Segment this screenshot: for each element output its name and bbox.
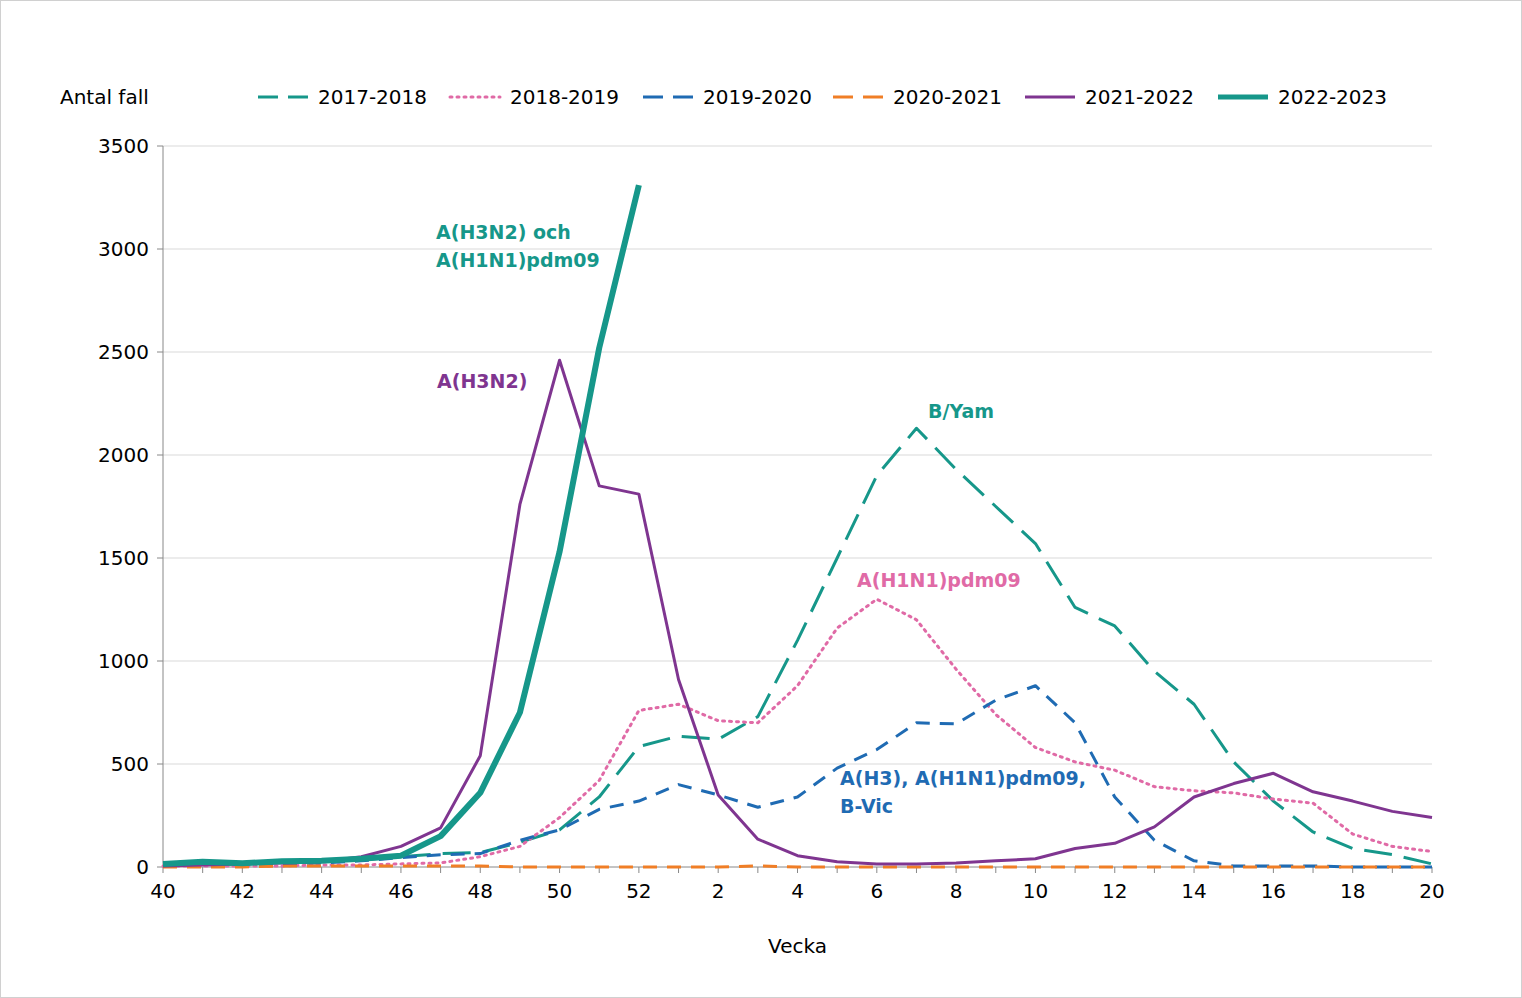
- x-tick-label: 46: [388, 879, 413, 903]
- x-tick-label: 18: [1340, 879, 1365, 903]
- y-tick-label: 3000: [98, 237, 149, 261]
- plot-area: [163, 185, 1432, 867]
- x-tick-label: 44: [309, 879, 334, 903]
- legend-swatch: [258, 96, 308, 99]
- x-tick-label: 10: [1023, 879, 1048, 903]
- x-tick: [400, 867, 401, 873]
- series-line: [163, 185, 639, 864]
- y-tick: [157, 661, 163, 662]
- grid-line: [163, 146, 1432, 147]
- series-line: [163, 866, 1432, 867]
- grid-line: [163, 352, 1432, 353]
- grid-line: [163, 661, 1432, 662]
- y-axis-label: Antal fall: [60, 85, 149, 109]
- y-tick-label: 3500: [98, 134, 149, 158]
- x-tick-label: 42: [230, 879, 255, 903]
- y-axis: [163, 146, 164, 867]
- legend-label: 2020-2021: [893, 85, 1002, 109]
- annotation: B-Vic: [840, 795, 893, 817]
- x-tick: [757, 867, 758, 873]
- chart: 0500100015002000250030003500404244464850…: [0, 0, 1522, 998]
- y-tick-label: 1000: [98, 649, 149, 673]
- x-tick: [1194, 867, 1195, 873]
- x-tick-label: 20: [1419, 879, 1444, 903]
- y-tick: [157, 558, 163, 559]
- x-tick: [440, 867, 441, 873]
- y-tick: [157, 146, 163, 147]
- x-tick-label: 8: [950, 879, 963, 903]
- x-tick: [638, 867, 639, 873]
- x-tick: [995, 867, 996, 873]
- x-tick-label: 6: [870, 879, 883, 903]
- y-tick: [157, 352, 163, 353]
- x-tick-label: 16: [1261, 879, 1286, 903]
- x-tick: [202, 867, 203, 873]
- series-line: [163, 428, 1432, 865]
- grid-line: [163, 764, 1432, 765]
- y-tick: [157, 249, 163, 250]
- y-tick-label: 2500: [98, 340, 149, 364]
- y-tick-label: 1500: [98, 546, 149, 570]
- legend-label: 2018-2019: [510, 85, 619, 109]
- x-tick: [1114, 867, 1115, 873]
- annotation: B/Yam: [928, 400, 994, 422]
- annotation: A(H1N1)pdm09: [857, 569, 1021, 591]
- x-tick-label: 12: [1102, 879, 1127, 903]
- x-tick-label: 48: [468, 879, 493, 903]
- legend-swatch: [1218, 95, 1268, 100]
- y-tick-label: 0: [136, 855, 149, 879]
- x-tick: [876, 867, 877, 873]
- series-line: [163, 360, 1432, 866]
- frame: [1, 1, 1522, 998]
- legend-swatch: [833, 96, 883, 99]
- x-tick-label: 40: [150, 879, 175, 903]
- legend-swatch: [1025, 96, 1075, 99]
- x-tick: [519, 867, 520, 873]
- legend-label: 2017-2018: [318, 85, 427, 109]
- grid-line: [163, 455, 1432, 456]
- x-tick-label: 52: [626, 879, 651, 903]
- x-tick: [281, 867, 282, 873]
- x-tick: [1313, 867, 1314, 873]
- x-tick-label: 50: [547, 879, 572, 903]
- x-tick-label: 4: [791, 879, 804, 903]
- annotation: A(H3N2) och: [436, 221, 571, 243]
- legend-label: 2022-2023: [1278, 85, 1387, 109]
- x-tick: [480, 867, 481, 873]
- grid-line: [163, 249, 1432, 250]
- x-tick: [1233, 867, 1234, 873]
- x-tick-label: 14: [1181, 879, 1206, 903]
- series-line: [163, 599, 1432, 866]
- annotation: A(H1N1)pdm09: [436, 249, 600, 271]
- y-tick-label: 2000: [98, 443, 149, 467]
- series-line: [163, 686, 1432, 867]
- legend-swatch: [450, 96, 500, 99]
- y-tick: [157, 764, 163, 765]
- x-tick: [361, 867, 362, 873]
- y-tick-label: 500: [111, 752, 149, 776]
- grid-line: [163, 558, 1432, 559]
- x-tick: [321, 867, 322, 873]
- y-tick: [157, 455, 163, 456]
- legend-label: 2019-2020: [703, 85, 812, 109]
- x-tick-label: 2: [712, 879, 725, 903]
- legend-swatch: [643, 96, 693, 99]
- legend-label: 2021-2022: [1085, 85, 1194, 109]
- x-axis-label: Vecka: [768, 934, 827, 958]
- annotation: A(H3N2): [437, 370, 527, 392]
- annotation: A(H3), A(H1N1)pdm09,: [840, 767, 1086, 789]
